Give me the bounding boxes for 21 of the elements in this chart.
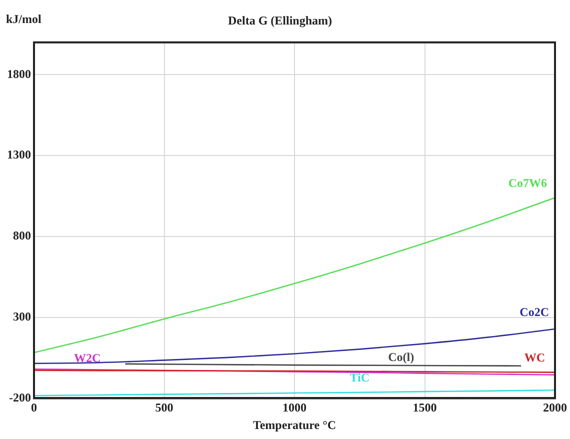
series-label: WC: [524, 350, 545, 364]
y-tick-label: -200: [9, 390, 31, 404]
x-tick-label: 1500: [412, 400, 437, 414]
y-axis-title: kJ/mol: [6, 12, 42, 26]
series-label: TiC: [350, 370, 370, 384]
line-series: [34, 328, 555, 364]
x-axis-title: Temperature °C: [252, 418, 336, 432]
x-tick-label: 500: [155, 400, 174, 414]
y-tick-label: 1800: [7, 66, 31, 81]
y-tick-label: 800: [13, 228, 31, 243]
x-tick-label: 2000: [543, 400, 567, 414]
y-tick-label: 1300: [7, 148, 31, 162]
chart-title: Delta G (Ellingham): [228, 13, 332, 28]
line-series: [34, 197, 555, 354]
series-label: W2C: [74, 351, 101, 366]
x-tick-label: 0: [31, 400, 37, 414]
x-tick-label: 1000: [282, 400, 306, 414]
series-label: Co2C: [520, 305, 549, 320]
series-label: Co7W6: [508, 176, 547, 190]
y-tick-label: 300: [13, 309, 31, 324]
series-label: Co(l): [388, 350, 414, 364]
